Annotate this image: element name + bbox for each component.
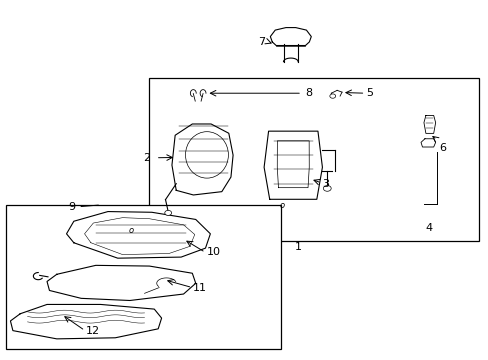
Polygon shape (264, 131, 322, 199)
Text: 1: 1 (294, 242, 301, 252)
Circle shape (329, 94, 335, 98)
Polygon shape (66, 212, 210, 258)
Bar (5, 205, 281, 348)
Text: o: o (128, 226, 134, 235)
Polygon shape (172, 124, 233, 195)
Polygon shape (420, 139, 435, 147)
Text: 2: 2 (143, 153, 150, 163)
Polygon shape (10, 305, 161, 339)
Text: o: o (280, 201, 285, 210)
Text: 5: 5 (366, 88, 373, 98)
Text: 12: 12 (86, 325, 100, 336)
Text: 3: 3 (322, 179, 329, 189)
Polygon shape (423, 116, 435, 134)
Text: 9: 9 (68, 202, 75, 212)
Circle shape (164, 210, 171, 215)
Polygon shape (47, 265, 195, 301)
Text: 11: 11 (193, 283, 207, 293)
Text: 6: 6 (439, 143, 446, 153)
Text: 8: 8 (305, 88, 312, 98)
Text: 10: 10 (206, 247, 220, 257)
Polygon shape (270, 28, 311, 45)
Text: 4: 4 (425, 224, 431, 233)
Bar (149, 78, 478, 241)
Text: 7: 7 (258, 37, 264, 47)
Circle shape (323, 185, 330, 191)
